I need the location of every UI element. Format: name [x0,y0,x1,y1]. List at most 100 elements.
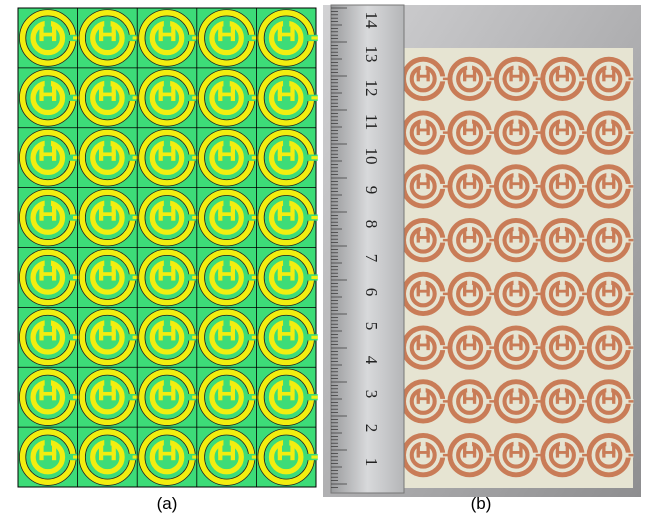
h-bar [463,129,476,132]
feed-stub [582,346,587,348]
feed-stub [73,96,79,99]
feed-stub [133,36,139,39]
inner-gap [421,118,426,124]
inner-gap [45,438,51,445]
feed-stub [192,336,198,339]
feed-stub [192,96,198,99]
h-bar [463,75,476,78]
inner-gap [606,225,611,231]
h-bar [417,129,430,132]
feed-stub [133,96,139,99]
inner-gap [283,199,289,206]
inner-gap [606,118,611,124]
h-left [417,68,420,81]
inner-gap [467,333,472,339]
feed-stub [133,216,139,219]
inner-gap [421,440,426,446]
ruler-label: 1 [362,458,381,467]
inner-gap [421,333,426,339]
inner-gap [223,259,229,266]
h-bar [463,182,476,185]
h-bar [509,182,522,185]
design-cells [18,8,318,487]
inner-gap [514,440,519,446]
feed-stub [489,78,494,80]
ruler-label: 4 [362,356,381,365]
feed-stub [489,239,494,241]
h-bar [278,272,295,276]
ruler-label: 10 [362,148,381,165]
feed-stub [252,156,258,159]
feed-stub [489,293,494,295]
inner-gap [514,64,519,70]
inner-gap [467,279,472,285]
h-bar [99,332,116,336]
h-bar [602,75,615,78]
feed-stub [443,78,448,80]
inner-gap [467,172,472,178]
inner-gap [283,79,289,86]
feed-stub [252,96,258,99]
inner-gap [560,225,565,231]
h-bar [556,129,569,132]
feed-stub [311,455,317,458]
feed-stub [489,454,494,456]
h-bar [159,392,176,396]
feed-stub [628,131,633,133]
inner-gap [283,259,289,266]
ruler-label: 7 [362,254,381,263]
inner-gap [560,118,565,124]
feed-stub [536,239,541,241]
feed-stub [536,293,541,295]
feed-stub [73,336,79,339]
feed-stub [443,185,448,187]
inner-gap [283,19,289,26]
h-bar [556,344,569,347]
h-bar [99,212,116,216]
inner-gap [514,387,519,393]
feed-stub [489,346,494,348]
h-bar [602,182,615,185]
h-bar [39,332,56,336]
h-bar [556,290,569,293]
h-bar [218,212,235,216]
h-bar [509,397,522,400]
inner-gap [467,64,472,70]
inner-gap [283,378,289,385]
inner-gap [104,139,110,146]
inner-gap [514,172,519,178]
feed-stub [582,185,587,187]
inner-gap [223,19,229,26]
h-bar [556,182,569,185]
h-left [509,68,512,81]
h-right [473,68,476,81]
feed-stub [252,36,258,39]
inner-gap [164,438,170,445]
feed-stub [311,216,317,219]
h-bar [278,152,295,156]
h-bar [39,272,56,276]
caption-b: (b) [471,494,492,513]
h-bar [278,452,295,456]
ruler-label: 3 [362,390,381,399]
inner-gap [45,139,51,146]
inner-gap [421,225,426,231]
feed-stub [628,78,633,80]
inner-gap [606,279,611,285]
inner-gap [421,64,426,70]
feed-stub [133,156,139,159]
feed-stub [252,455,258,458]
inner-gap [560,387,565,393]
inner-gap [104,79,110,86]
inner-gap [104,19,110,26]
feed-stub [536,131,541,133]
feed-stub [133,336,139,339]
inner-gap [514,225,519,231]
h-bar [218,152,235,156]
inner-gap [606,172,611,178]
feed-stub [311,336,317,339]
feed-stub [443,346,448,348]
feed-stub [628,400,633,402]
feed-stub [192,276,198,279]
feed-stub [252,396,258,399]
